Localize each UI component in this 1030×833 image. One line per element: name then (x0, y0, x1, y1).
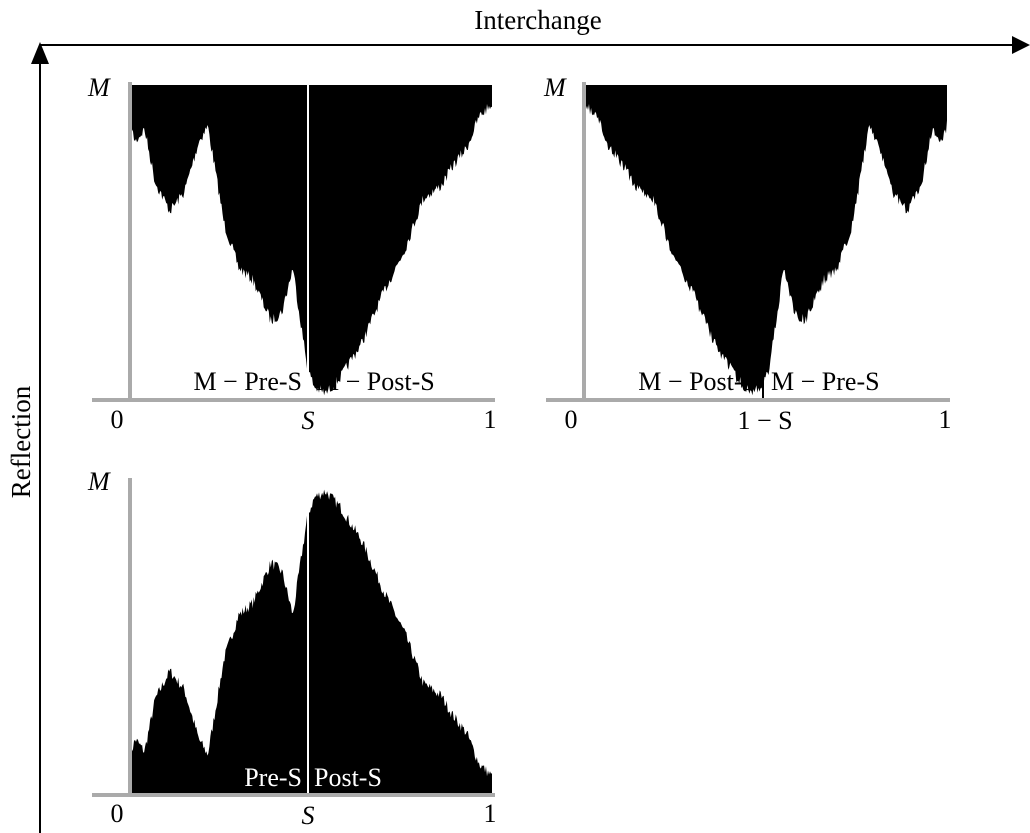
panel-top-left-profile-fill (130, 85, 492, 396)
panel-top-right-left-region-label: M − Post-S (638, 367, 757, 396)
panel-top-left-x-right-label: 1 (484, 405, 497, 434)
panel-bottom-left-x-right-label: 1 (484, 799, 497, 828)
interchange-label: Interchange (474, 5, 601, 35)
panel-top-left-right-region-label: M − Post-S (316, 367, 435, 396)
panel-top-right-x-left-label: 0 (565, 405, 578, 434)
panel-top-left-y-top-label: M (87, 73, 111, 102)
panel-bottom-left-y-top-label: M (87, 467, 111, 496)
panel-bottom-left: M 0 S 1 Pre-S Post-S (87, 467, 497, 830)
panel-top-left: M 0 S 1 M − Pre-S M − Post-S (87, 73, 497, 435)
panel-top-right-y-top-label: M (543, 73, 567, 102)
panel-top-left-x-left-label: 0 (111, 405, 124, 434)
panel-top-left-left-region-label: M − Pre-S (193, 367, 302, 396)
panel-top-left-x-mid-label: S (302, 406, 315, 435)
panel-bottom-left-profile-fill (130, 489, 492, 795)
panel-top-right: M 0 1 − S 1 M − Post-S M − Pre-S (543, 73, 952, 435)
panel-bottom-left-x-left-label: 0 (111, 799, 124, 828)
panel-top-right-profile-fill (584, 85, 947, 396)
reflection-label: Reflection (6, 385, 36, 498)
panel-bottom-left-x-mid-label: S (302, 801, 315, 830)
interchange-arrowhead (1012, 36, 1030, 54)
panel-bottom-left-right-region-label: Post-S (314, 763, 382, 792)
panel-top-right-right-region-label: M − Pre-S (771, 367, 880, 396)
panel-bottom-left-left-region-label: Pre-S (244, 763, 302, 792)
panel-top-right-x-right-label: 1 (939, 405, 952, 434)
panel-top-right-x-mid-label: 1 − S (737, 406, 792, 435)
reflection-arrowhead (31, 42, 49, 64)
